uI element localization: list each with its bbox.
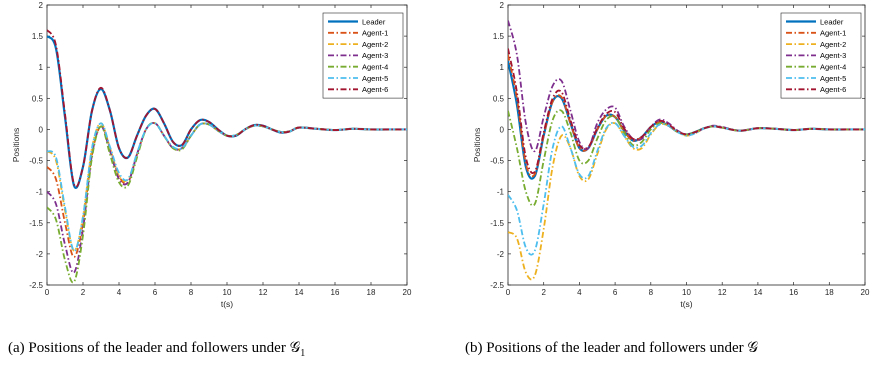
x-tick-label: 14 [295, 288, 304, 297]
y-tick-label: -2.5 [490, 281, 504, 290]
chart-b: 0 2 4 6 8 10 12 14 16 18 20 -2.5 -2 -1.5 -1 -0.5 0 0.5 1 1.… [472, 1, 870, 309]
y-tick-label: 1 [500, 63, 505, 72]
y-tick-label: 0.5 [493, 94, 505, 103]
y-tick-label: 0.5 [32, 94, 44, 103]
series-line-agent-6 [47, 29, 407, 188]
y-tick-label: -1.5 [490, 219, 504, 228]
y-tick-label: -1 [497, 188, 505, 197]
chart-a: 0 2 4 6 8 10 12 14 16 18 20 -2.5 -2 -1.5 -1 -0.5 0 0.5 1 1.… [11, 1, 412, 309]
legend-label: Leader [820, 17, 844, 26]
y-tick-label: 0 [500, 125, 505, 134]
x-tick-label: 10 [223, 288, 232, 297]
legend-label: Agent-4 [820, 63, 846, 72]
x-tick-label: 4 [577, 288, 582, 297]
x-tick-label: 18 [367, 288, 376, 297]
y-axis-label: Positions [11, 128, 21, 163]
legend-label: Agent-3 [362, 51, 388, 60]
x-tick-label: 12 [718, 288, 727, 297]
series-line-agent-4 [508, 109, 865, 207]
x-tick-label: 6 [613, 288, 618, 297]
legend-label: Leader [362, 17, 386, 26]
x-tick-label: 12 [259, 288, 268, 297]
x-tick-label: 0 [45, 288, 50, 297]
x-tick-label: 18 [825, 288, 834, 297]
x-tick-label: 10 [682, 288, 691, 297]
y-tick-label: 2 [500, 1, 505, 10]
x-tick-label: 20 [403, 288, 412, 297]
x-tick-label: 2 [541, 288, 546, 297]
y-tick-label: 1 [39, 63, 44, 72]
y-axis-label: Positions [472, 128, 482, 163]
caption-b-wrap: (b) Positions of the leader and follower… [456, 337, 875, 363]
legend-label: Agent-6 [820, 85, 846, 94]
x-tick-label: 8 [649, 288, 654, 297]
y-tick-label: 1.5 [493, 32, 505, 41]
y-tick-label: 2 [39, 1, 44, 10]
y-tick-label: -1.5 [29, 219, 43, 228]
legend-label: Agent-1 [362, 29, 388, 38]
x-tick-label: 2 [81, 288, 86, 297]
x-tick-label: 14 [753, 288, 762, 297]
legend-box [780, 12, 862, 99]
y-tick-label: -1 [36, 188, 44, 197]
y-tick-label: 1.5 [32, 32, 44, 41]
legend-label: Agent-6 [362, 85, 388, 94]
x-axis-label: t(s) [221, 299, 233, 309]
x-tick-label: 0 [506, 288, 511, 297]
y-tick-label: -2 [36, 250, 44, 259]
caption-a: (a) Positions of the leader and follower… [8, 339, 305, 359]
legend-box [322, 12, 404, 99]
legend-label: Agent-4 [362, 63, 388, 72]
x-tick-label: 4 [117, 288, 122, 297]
caption-b-text: (b) Positions of the leader and follower… [465, 340, 759, 356]
caption-a-wrap: (a) Positions of the leader and follower… [6, 337, 446, 363]
x-tick-label: 8 [189, 288, 194, 297]
x-tick-label: 6 [153, 288, 158, 297]
legend-label: Agent-2 [820, 40, 846, 49]
y-tick-label: -0.5 [29, 157, 43, 166]
caption-b: (b) Positions of the leader and follower… [465, 339, 758, 359]
x-axis-label: t(s) [680, 299, 692, 309]
y-tick-label: 0 [39, 125, 44, 134]
y-tick-label: -2.5 [29, 281, 43, 290]
x-tick-label: 16 [331, 288, 340, 297]
legend-label: Agent-5 [362, 74, 388, 83]
y-tick-label: -2 [497, 250, 505, 259]
legend-label: Agent-1 [820, 29, 846, 38]
x-tick-label: 20 [861, 288, 870, 297]
legend-label: Agent-2 [362, 40, 388, 49]
series-line-agent-5 [47, 122, 407, 252]
caption-a-sub: 1 [300, 348, 306, 359]
series-line-agent-6 [508, 48, 865, 175]
caption-a-text: (a) Positions of the leader and follower… [8, 340, 301, 356]
legend-label: Agent-3 [820, 51, 846, 60]
y-tick-label: -0.5 [490, 157, 504, 166]
legend-label: Agent-5 [820, 74, 846, 83]
x-tick-label: 16 [789, 288, 798, 297]
